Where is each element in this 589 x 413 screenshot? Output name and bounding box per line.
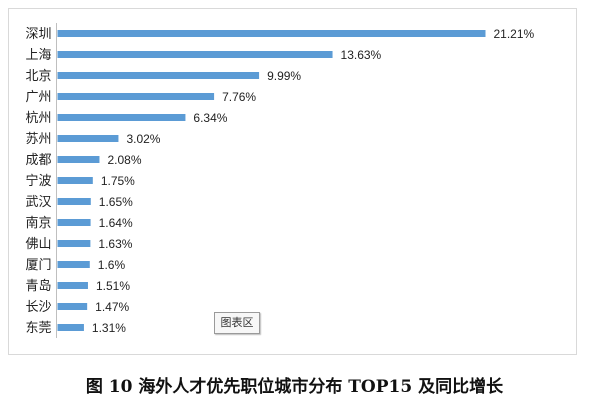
category-label: 上海 bbox=[25, 48, 51, 63]
category-label: 北京 bbox=[25, 69, 51, 84]
bar bbox=[57, 261, 90, 268]
category-label: 苏州 bbox=[25, 131, 51, 147]
bar bbox=[57, 30, 486, 37]
bar bbox=[57, 93, 215, 100]
category-label: 广州 bbox=[25, 90, 51, 105]
bar bbox=[57, 219, 91, 226]
bar bbox=[57, 51, 333, 58]
chart-area-tooltip: 图表区 bbox=[214, 312, 260, 334]
value-label: 2.08% bbox=[107, 153, 141, 167]
value-label: 1.65% bbox=[99, 195, 133, 209]
bar bbox=[57, 324, 84, 331]
category-label: 深圳 bbox=[25, 27, 51, 42]
value-label: 13.63% bbox=[341, 48, 382, 62]
value-label: 9.99% bbox=[267, 69, 301, 83]
value-label: 21.21% bbox=[494, 27, 535, 41]
category-label: 南京 bbox=[25, 215, 51, 231]
bars-layer: 深圳 21.21% 上海 13.63% 北京 9.99% 广州 7.76% 杭州 6.34% 苏州 3… bbox=[25, 27, 534, 336]
category-label: 武汉 bbox=[25, 195, 51, 210]
bar bbox=[57, 303, 88, 310]
value-label: 6.34% bbox=[193, 111, 227, 125]
category-label: 佛山 bbox=[25, 237, 51, 252]
category-label: 青岛 bbox=[25, 278, 51, 294]
value-label: 3.02% bbox=[126, 132, 160, 146]
value-label: 7.76% bbox=[222, 90, 256, 104]
value-label: 1.75% bbox=[101, 174, 135, 188]
bar bbox=[57, 114, 186, 121]
bar bbox=[57, 156, 100, 163]
value-label: 1.51% bbox=[96, 279, 130, 293]
value-label: 1.47% bbox=[95, 300, 129, 314]
bar bbox=[57, 282, 88, 289]
category-label: 长沙 bbox=[25, 300, 51, 315]
figure-caption: 图 10 海外人才优先职位城市分布 TOP15 及同比增长 bbox=[85, 377, 504, 397]
category-label: 成都 bbox=[25, 153, 51, 168]
bar bbox=[57, 198, 91, 205]
value-label: 1.63% bbox=[98, 237, 132, 251]
category-label: 杭州 bbox=[25, 111, 51, 126]
bar bbox=[57, 135, 119, 142]
category-label: 宁波 bbox=[25, 173, 51, 189]
category-label: 厦门 bbox=[25, 258, 51, 273]
value-label: 1.6% bbox=[98, 258, 126, 272]
bar-chart: 深圳 21.21% 上海 13.63% 北京 9.99% 广州 7.76% 杭州 6.34% 苏州 3… bbox=[25, 23, 535, 338]
bar bbox=[57, 240, 91, 247]
bar bbox=[57, 177, 93, 184]
value-label: 1.31% bbox=[92, 321, 126, 335]
bar bbox=[57, 72, 260, 79]
chart-frame: 深圳 21.21% 上海 13.63% 北京 9.99% 广州 7.76% 杭州 6.34% 苏州 3… bbox=[8, 8, 577, 355]
category-label: 东莞 bbox=[25, 321, 51, 336]
value-label: 1.64% bbox=[99, 216, 133, 230]
